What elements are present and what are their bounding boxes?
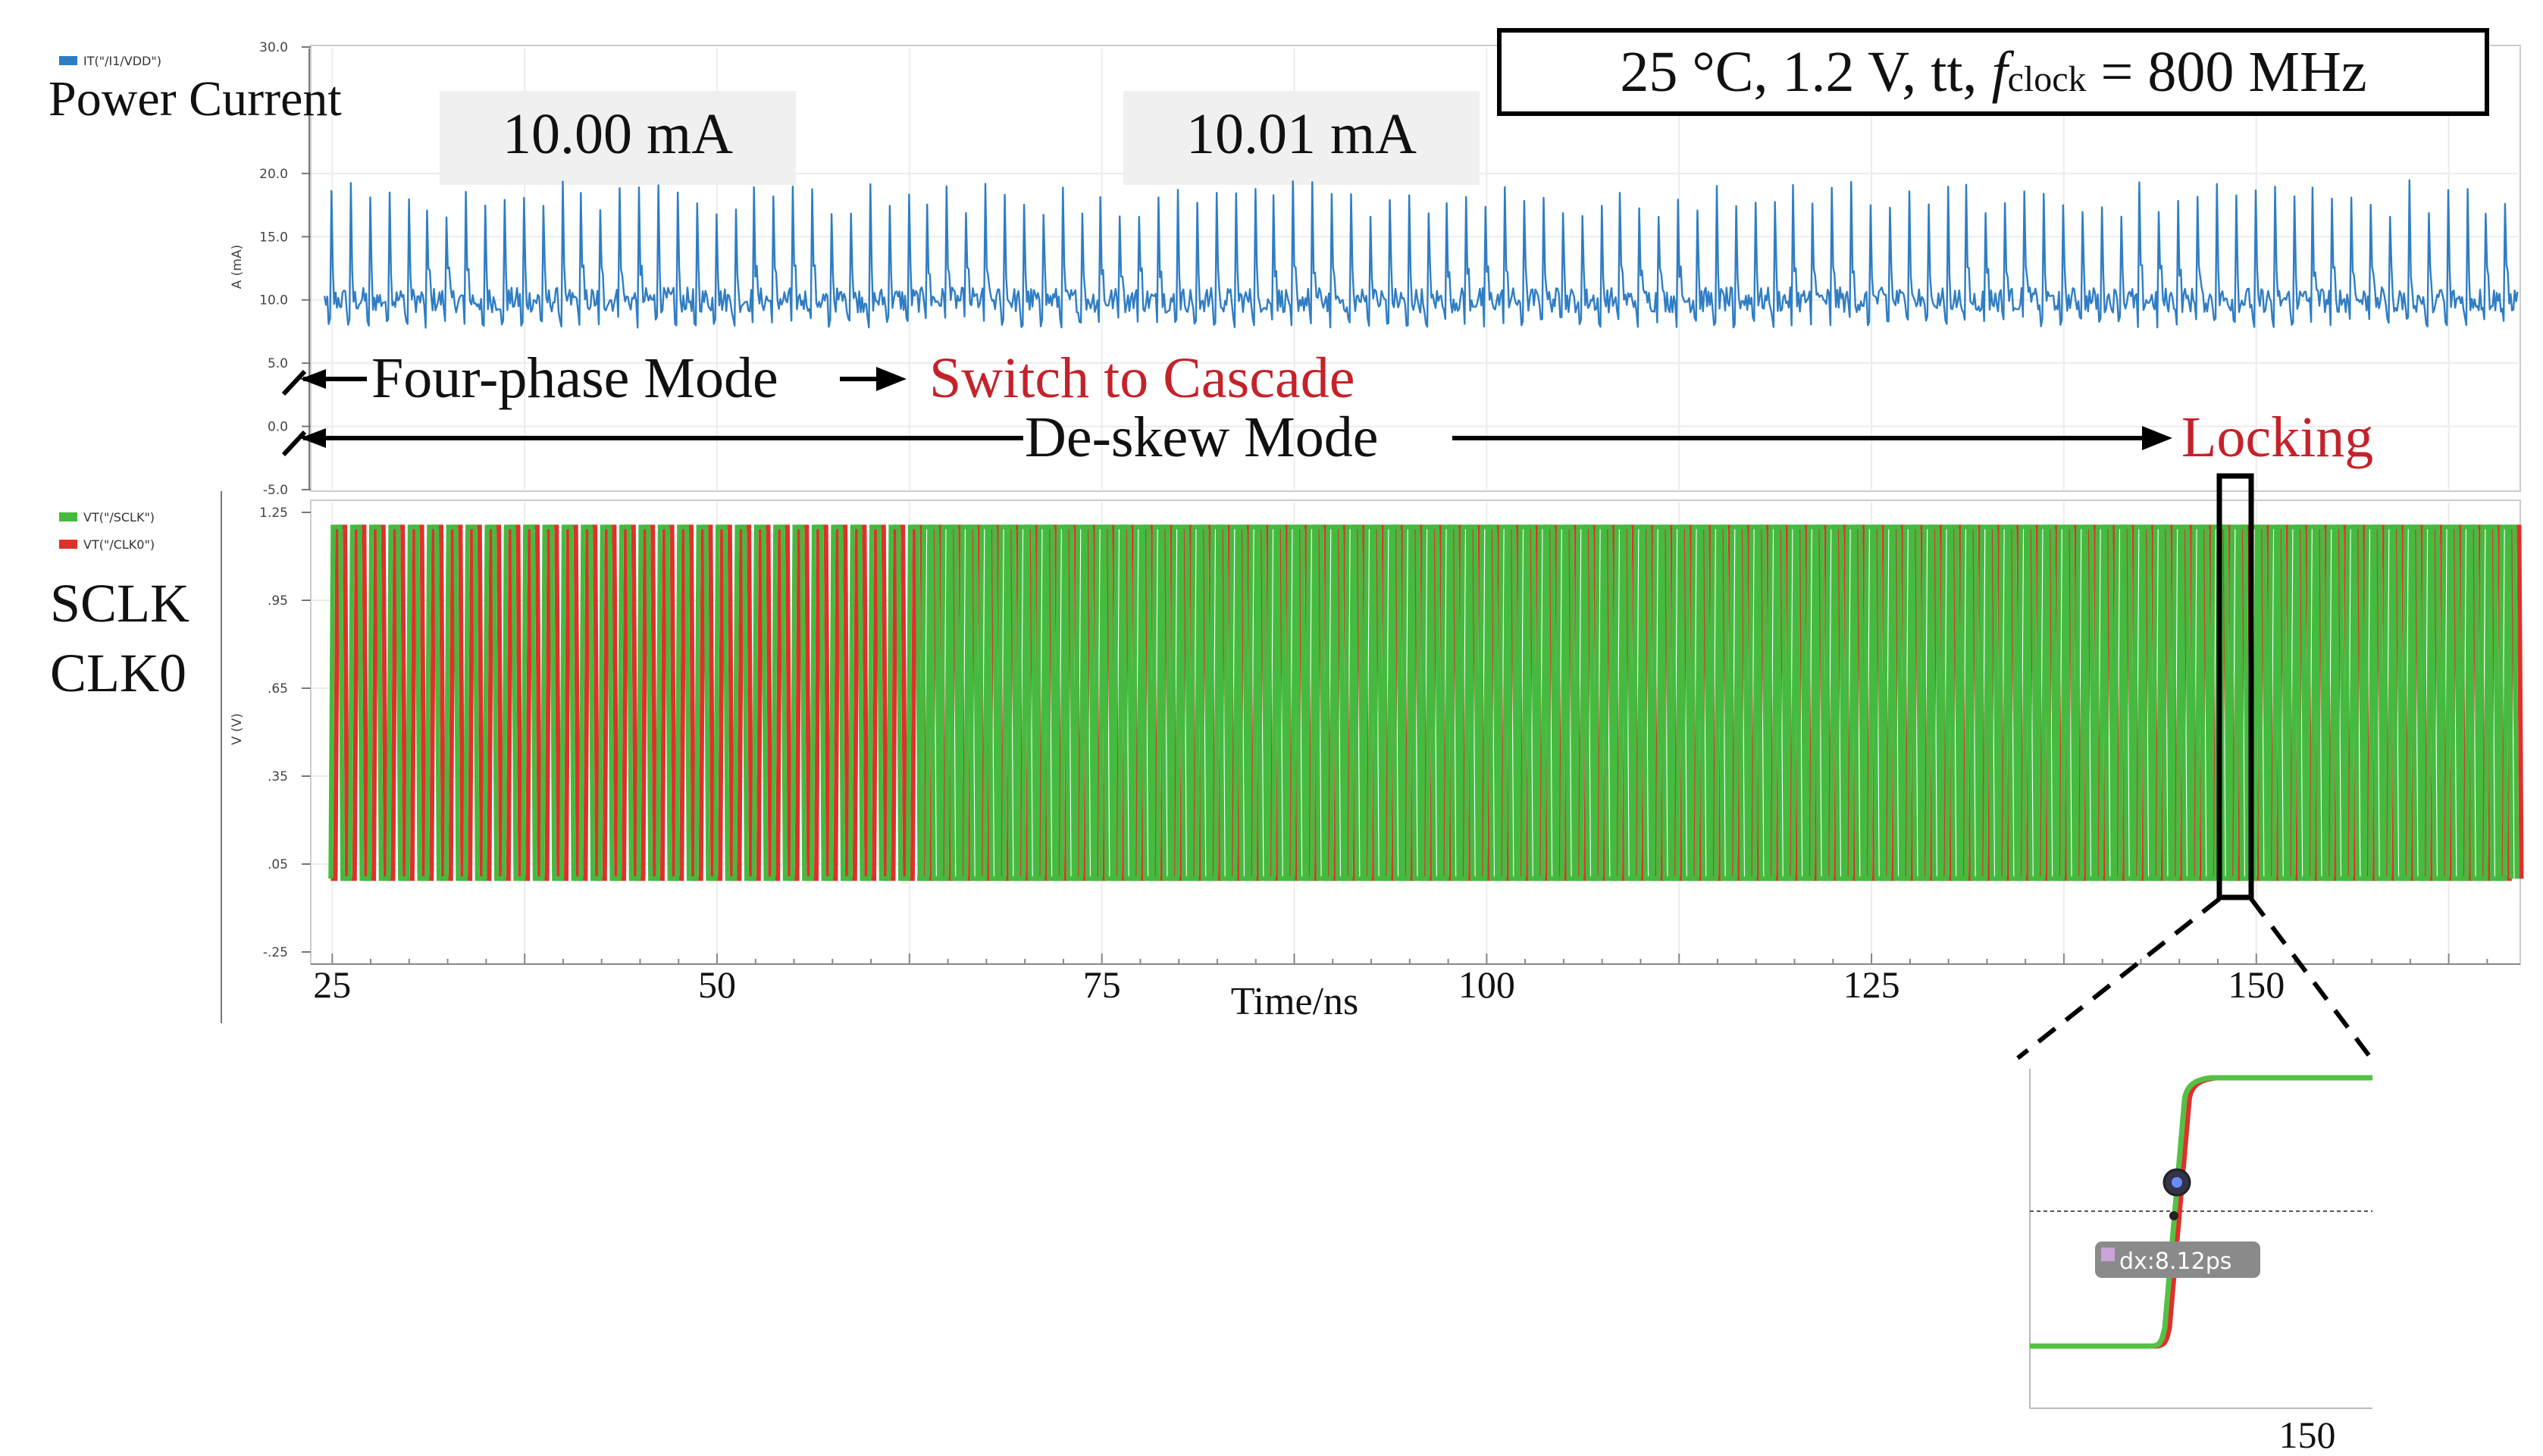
deskew-mode-label: De-skew Mode (1025, 405, 1378, 469)
top-y-tick-label: 10.0 (259, 293, 288, 308)
sclk-overlay-trace (917, 524, 2514, 881)
bottom-y-tick-label: .95 (268, 593, 288, 609)
top-y-tick-label: 30.0 (259, 40, 288, 55)
clock-panel: .05 .35 .65 .95 1.25 -.25 V (V) VT("/SCLK") V… (50, 491, 2524, 1023)
power-legend-swatch (59, 56, 77, 65)
deskew-arrowhead-right (2142, 426, 2172, 450)
clk0-legend-swatch (59, 540, 77, 549)
deskew-tick (281, 430, 307, 457)
bottom-y-ticks: .05 .35 .65 .95 1.25 -.25 (259, 506, 311, 960)
top-y-axis-label: A (mA) (230, 245, 245, 290)
sclk-side-label: SCLK (50, 573, 189, 634)
mode-annotations: Four-phase Mode Switch to Cascade De-ske… (281, 346, 2373, 469)
power-current-panel: 30.0 20.0 15.0 10.0 5.0 0.0 -5.0 A (mA) IT("/I… (49, 40, 2521, 498)
x-tick-label: 75 (1083, 963, 1121, 1006)
bottom-y-tick-label: -.25 (263, 945, 288, 960)
top-y-tick-label: -5.0 (263, 483, 288, 498)
x-axis-label: Time/ns (1231, 980, 1359, 1023)
x-axis-ticks: 25 50 75 100 125 150 (311, 953, 2520, 1006)
sclk-legend-label: VT("/SCLK") (83, 510, 155, 524)
switch-to-cascade-label: Switch to Cascade (929, 346, 1354, 410)
x-tick-label: 25 (313, 963, 351, 1006)
top-y-tick-label: 15.0 (259, 230, 288, 245)
four-phase-tick (281, 369, 307, 396)
conditions-box: 25 °C, 1.2 V, tt, fclock = 800 MHz (1497, 28, 2489, 116)
avg-box-1 (440, 91, 796, 185)
conditions-frame (1497, 28, 2489, 116)
bottom-y-axis-label: V (V) (230, 713, 245, 745)
avg-current-label-2: 10.01 mA (1186, 102, 1417, 166)
power-current-label: Power Current (49, 71, 342, 127)
bottom-y-tick-label: .65 (268, 681, 288, 697)
x-tick-label: 50 (698, 963, 736, 1006)
top-y-tick-label: 0.0 (268, 420, 288, 435)
top-y-tick-label: 5.0 (268, 356, 288, 371)
deskew-arrowhead-left (300, 428, 326, 448)
dx-readout-label: dx:8.12ps (2119, 1248, 2231, 1275)
inset-marker-point (2169, 1211, 2178, 1220)
top-y-tick-label: 20.0 (259, 167, 288, 182)
inset-x-tick-label: 150 (2279, 1414, 2336, 1456)
locking-label: Locking (2181, 405, 2373, 469)
four-phase-mode-label: Four-phase Mode (371, 346, 778, 410)
f-value: = 800 MHz (2087, 40, 2367, 104)
delta-icon (2101, 1248, 2115, 1261)
power-legend-label: IT("/I1/VDD") (83, 54, 161, 68)
locking-box (2216, 473, 2254, 900)
bottom-y-tick-label: 1.25 (259, 506, 288, 521)
dx-readout-badge (2095, 1242, 2260, 1278)
avg-box-2 (1123, 91, 1480, 185)
bottom-y-tick-label: .35 (268, 769, 288, 784)
avg-current-label-1: 10.00 mA (503, 102, 733, 166)
conditions-prefix: 25 °C, 1.2 V, tt, (1620, 40, 1991, 104)
zoom-inset: dx:8.12ps 150 (2029, 1069, 2372, 1456)
top-y-ticks: 30.0 20.0 15.0 10.0 5.0 0.0 -5.0 (259, 40, 311, 498)
power-current-trace (324, 179, 2519, 329)
bottom-y-tick-label: .05 (268, 857, 288, 872)
clk0-side-label: CLK0 (50, 643, 186, 703)
f-subscript: clock (2008, 59, 2087, 99)
zoom-line-left (2016, 897, 2221, 1060)
x-tick-label: 150 (2228, 963, 2285, 1006)
inset-marker-inner (2172, 1177, 2182, 1188)
x-tick-label: 125 (1843, 963, 1900, 1006)
four-phase-arrowhead-right (876, 367, 907, 391)
four-phase-arrowhead-left (300, 369, 326, 389)
sclk-legend-swatch (59, 512, 77, 521)
x-tick-label: 100 (1458, 963, 1515, 1006)
conditions-text: 25 °C, 1.2 V, tt, fclock = 800 MHz (1620, 40, 2366, 104)
locking-highlight (2016, 473, 2373, 1060)
clk0-legend-label: VT("/CLK0") (83, 537, 155, 552)
